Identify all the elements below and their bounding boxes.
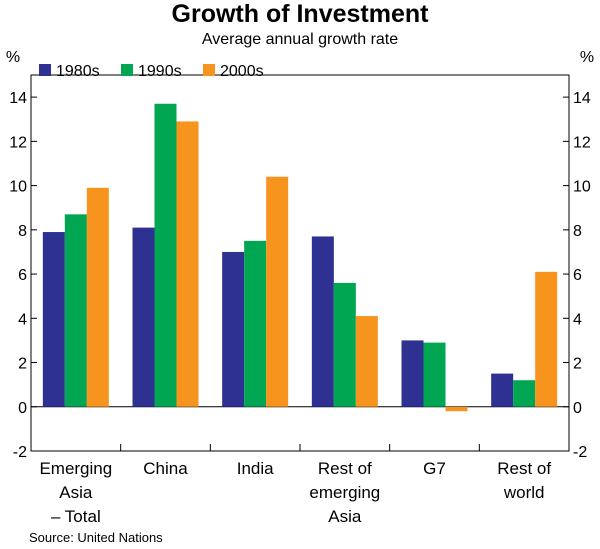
- y-axis-unit-right: %: [580, 49, 594, 66]
- category-label: India: [237, 459, 274, 478]
- y-tick-label-left: 4: [18, 311, 27, 328]
- y-tick-label-right: 14: [573, 90, 591, 107]
- legend-label-1980s: 1980s: [56, 63, 100, 80]
- category-label: Rest of: [497, 459, 551, 478]
- legend-swatch-2000s: [203, 64, 215, 76]
- bar-2000s-5: [535, 271, 558, 407]
- category-label: emerging: [309, 483, 380, 502]
- category-label: Asia: [59, 483, 93, 502]
- legend-swatch-1990s: [121, 64, 133, 76]
- bar-1980s-0: [42, 232, 65, 407]
- category-label: Asia: [328, 507, 362, 526]
- source-note: Source: United Nations: [29, 530, 163, 545]
- y-tick-label-left: 6: [18, 267, 27, 284]
- legend-swatch-1980s: [39, 64, 51, 76]
- bar-2000s-0: [86, 187, 109, 407]
- category-label: Emerging: [39, 459, 112, 478]
- category-label: Rest of: [318, 459, 372, 478]
- legend-label-2000s: 2000s: [220, 63, 264, 80]
- bar-1980s-1: [132, 227, 155, 407]
- chart-subtitle: Average annual growth rate: [201, 31, 399, 48]
- plot-frame: [30, 74, 570, 452]
- bar-2000s-2: [266, 176, 289, 407]
- y-tick-label-right: 2: [573, 356, 582, 373]
- category-label: China: [143, 459, 188, 478]
- y-tick-label-right: 6: [573, 267, 582, 284]
- y-axis-unit-left: %: [6, 49, 20, 66]
- y-tick-label-right: -2: [573, 444, 587, 461]
- bar-1990s-0: [64, 214, 87, 407]
- bar-1990s-4: [423, 342, 446, 407]
- y-tick-label-left: 0: [18, 400, 27, 417]
- y-tick-label-left: 14: [9, 90, 27, 107]
- bar-1980s-5: [491, 373, 514, 407]
- y-tick-label-left: -2: [13, 444, 27, 461]
- y-tick-label-right: 0: [573, 400, 582, 417]
- bar-1990s-3: [333, 282, 356, 407]
- category-label: – Total: [51, 507, 101, 526]
- category-label: G7: [423, 459, 446, 478]
- y-tick-label-right: 10: [573, 179, 591, 196]
- legend-label-1990s: 1990s: [138, 63, 182, 80]
- y-tick-label-right: 8: [573, 223, 582, 240]
- chart-title: Growth of Investment: [171, 0, 429, 28]
- y-tick-label-left: 2: [18, 356, 27, 373]
- bar-1990s-2: [244, 240, 267, 407]
- category-label: world: [503, 483, 545, 502]
- bar-1990s-1: [154, 103, 177, 407]
- bar-2000s-3: [355, 316, 378, 407]
- y-tick-label-left: 10: [9, 179, 27, 196]
- y-tick-label-left: 12: [9, 134, 27, 151]
- bar-2000s-1: [176, 121, 199, 407]
- bar-1990s-5: [513, 380, 536, 407]
- bar-2000s-4: [445, 406, 468, 412]
- y-tick-label-right: 12: [573, 134, 591, 151]
- y-tick-label-right: 4: [573, 311, 582, 328]
- bar-1980s-3: [311, 236, 334, 407]
- bar-1980s-2: [222, 251, 245, 407]
- bar-1980s-4: [401, 340, 424, 407]
- y-tick-label-left: 8: [18, 223, 27, 240]
